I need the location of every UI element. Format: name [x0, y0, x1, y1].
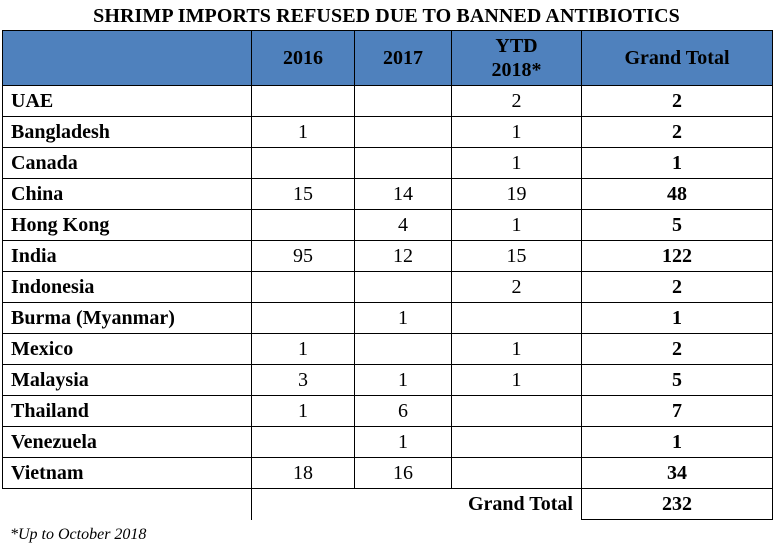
value-2017-cell: 14: [354, 178, 452, 210]
grand-total-value: 232: [581, 488, 773, 520]
value-2016-cell: 15: [251, 178, 355, 210]
value-2016-cell: [251, 271, 355, 303]
value-2016-cell: 18: [251, 457, 355, 489]
country-cell: Bangladesh: [2, 116, 252, 148]
grand-total-cell: 1: [581, 426, 773, 458]
table-title: SHRIMP IMPORTS REFUSED DUE TO BANNED ANT…: [93, 5, 680, 27]
table-row: Mexico 1 1 2: [2, 333, 773, 365]
grand-total-blank-cell: [251, 488, 355, 520]
table-row: Burma (Myanmar) 1 1: [2, 302, 773, 334]
table-row: Malaysia 3 1 1 5: [2, 364, 773, 396]
country-cell: China: [2, 178, 252, 210]
table-row: China 15 14 19 48: [2, 178, 773, 210]
value-2017-cell: 1: [354, 426, 452, 458]
grand-total-cell: 5: [581, 209, 773, 241]
value-ytd-2018-cell: 2: [451, 271, 582, 303]
value-2017-cell: 16: [354, 457, 452, 489]
value-2016-cell: [251, 147, 355, 179]
grand-total-cell: 2: [581, 85, 773, 117]
country-cell: India: [2, 240, 252, 272]
header-ytd-line1: YTD: [495, 35, 538, 57]
value-2017-cell: 6: [354, 395, 452, 427]
grand-total-cell: 5: [581, 364, 773, 396]
value-ytd-2018-cell: 1: [451, 333, 582, 365]
table-body: UAE 2 2 Bangladesh 1 1 2 Canada 1 1 China 15 14 19 48 H…: [2, 85, 773, 489]
value-2017-cell: [354, 116, 452, 148]
grand-total-cell: 2: [581, 271, 773, 303]
value-2016-cell: 1: [251, 116, 355, 148]
header-ytd-line2: 2018*: [491, 59, 542, 81]
footnote: *Up to October 2018: [10, 526, 147, 543]
grand-total-cell: 7: [581, 395, 773, 427]
value-ytd-2018-cell: 1: [451, 116, 582, 148]
value-ytd-2018-cell: 2: [451, 85, 582, 117]
grand-total-cell: 2: [581, 333, 773, 365]
table-row: Bangladesh 1 1 2: [2, 116, 773, 148]
value-2016-cell: 95: [251, 240, 355, 272]
country-cell: Thailand: [2, 395, 252, 427]
value-2016-cell: 3: [251, 364, 355, 396]
grand-total-cell: 48: [581, 178, 773, 210]
country-cell: Canada: [2, 147, 252, 179]
grand-total-cell: 122: [581, 240, 773, 272]
value-2017-cell: 12: [354, 240, 452, 272]
value-ytd-2018-cell: [451, 457, 582, 489]
country-cell: Mexico: [2, 333, 252, 365]
country-cell: Burma (Myanmar): [2, 302, 252, 334]
header-country: [2, 30, 252, 86]
value-ytd-2018-cell: [451, 395, 582, 427]
shrimp-refusals-table: 2016 2017 YTD 2018* Grand Total UAE 2 2 Ban…: [2, 30, 773, 520]
value-2017-cell: [354, 147, 452, 179]
grand-total-blank-cell: [2, 488, 252, 520]
value-2017-cell: 1: [354, 302, 452, 334]
country-cell: Malaysia: [2, 364, 252, 396]
header-2016: 2016: [251, 30, 355, 86]
header-2017: 2017: [354, 30, 452, 86]
grand-total-cell: 1: [581, 147, 773, 179]
value-2016-cell: 1: [251, 395, 355, 427]
value-2017-cell: [354, 85, 452, 117]
value-2016-cell: [251, 426, 355, 458]
value-ytd-2018-cell: 1: [451, 364, 582, 396]
value-2016-cell: 1: [251, 333, 355, 365]
value-2017-cell: [354, 271, 452, 303]
grand-total-row: Grand Total 232: [2, 488, 773, 520]
header-row: 2016 2017 YTD 2018* Grand Total: [2, 30, 773, 86]
value-ytd-2018-cell: 1: [451, 209, 582, 241]
country-cell: UAE: [2, 85, 252, 117]
grand-total-cell: 34: [581, 457, 773, 489]
country-cell: Hong Kong: [2, 209, 252, 241]
header-grand-total: Grand Total: [581, 30, 773, 86]
table-row: India 95 12 15 122: [2, 240, 773, 272]
country-cell: Venezuela: [2, 426, 252, 458]
table-row: Vietnam 18 16 34: [2, 457, 773, 489]
value-2016-cell: [251, 85, 355, 117]
table-row: Thailand 1 6 7: [2, 395, 773, 427]
value-ytd-2018-cell: 19: [451, 178, 582, 210]
grand-total-label: Grand Total: [354, 488, 582, 520]
grand-total-cell: 1: [581, 302, 773, 334]
value-2017-cell: 4: [354, 209, 452, 241]
value-2016-cell: [251, 302, 355, 334]
value-ytd-2018-cell: 15: [451, 240, 582, 272]
value-2017-cell: [354, 333, 452, 365]
table-row: Indonesia 2 2: [2, 271, 773, 303]
table-row: Hong Kong 4 1 5: [2, 209, 773, 241]
header-ytd-2018: YTD 2018*: [451, 30, 582, 86]
table-row: Canada 1 1: [2, 147, 773, 179]
country-cell: Vietnam: [2, 457, 252, 489]
value-ytd-2018-cell: 1: [451, 147, 582, 179]
value-2016-cell: [251, 209, 355, 241]
value-ytd-2018-cell: [451, 426, 582, 458]
table-row: Venezuela 1 1: [2, 426, 773, 458]
table-row: UAE 2 2: [2, 85, 773, 117]
country-cell: Indonesia: [2, 271, 252, 303]
value-ytd-2018-cell: [451, 302, 582, 334]
value-2017-cell: 1: [354, 364, 452, 396]
grand-total-cell: 2: [581, 116, 773, 148]
